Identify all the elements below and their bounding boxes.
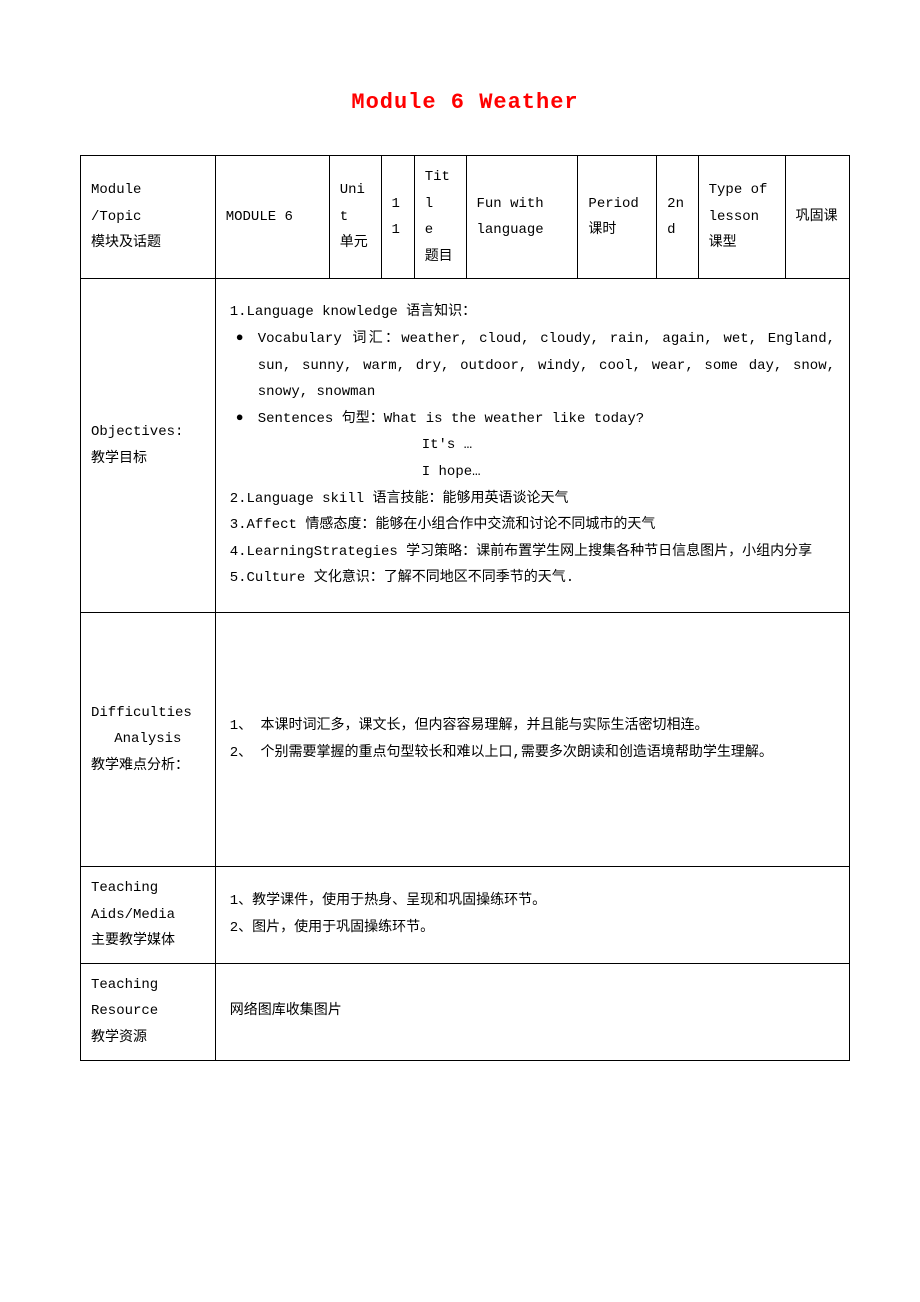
text: 主要教学媒体 xyxy=(91,928,205,955)
text: Teaching xyxy=(91,972,205,999)
text: 教学资源 xyxy=(91,1025,205,1052)
text: Module xyxy=(91,177,205,204)
text: 1.Language knowledge 语言知识： xyxy=(230,299,835,326)
page-title: Module 6 Weather xyxy=(80,90,850,115)
list-item: Vocabulary 词汇：weather, cloud, cloudy, ra… xyxy=(230,326,835,406)
text: e xyxy=(425,217,456,244)
difficulties-content: 1、 本课时词汇多，课文长，但内容容易理解，并且能与实际生活密切相连。 2、 个… xyxy=(215,612,849,866)
list-item: Sentences 句型：What is the weather like to… xyxy=(230,406,835,433)
lesson-plan-table: Module /Topic 模块及话题 MODULE 6 Unit 单元 11 … xyxy=(80,155,850,1061)
text: 3.Affect 情感态度：能够在小组合作中交流和讨论不同城市的天气 xyxy=(230,512,835,539)
media-label: Teaching Aids/Media 主要教学媒体 xyxy=(81,867,216,964)
text: Fun with xyxy=(477,191,568,218)
text: Resource xyxy=(91,998,205,1025)
text: 题目 xyxy=(425,244,456,271)
text: I hope… xyxy=(230,459,835,486)
objectives-content: 1.Language knowledge 语言知识： Vocabulary 词汇… xyxy=(215,279,849,613)
text: 教学难点分析： xyxy=(91,753,205,780)
text: Period xyxy=(588,191,646,218)
module-topic-label: Module /Topic 模块及话题 xyxy=(81,156,216,279)
period-label: Period 课时 xyxy=(578,156,657,279)
text: Aids/Media xyxy=(91,902,205,929)
unit-label: Unit 单元 xyxy=(329,156,381,279)
title-label: Titl e 题目 xyxy=(414,156,466,279)
text: lesson xyxy=(709,204,775,231)
text: language xyxy=(477,217,568,244)
media-row: Teaching Aids/Media 主要教学媒体 1、教学课件，使用于热身、… xyxy=(81,867,850,964)
module-value: MODULE 6 xyxy=(215,156,329,279)
difficulties-label: Difficulties Analysis 教学难点分析： xyxy=(81,612,216,866)
text: Objectives: xyxy=(91,419,205,446)
text: Titl xyxy=(425,164,456,217)
text: 5.Culture 文化意识：了解不同地区不同季节的天气. xyxy=(230,565,835,592)
resource-label: Teaching Resource 教学资源 xyxy=(81,963,216,1060)
text: 课时 xyxy=(588,217,646,244)
text: It's … xyxy=(230,432,835,459)
objectives-row: Objectives: 教学目标 1.Language knowledge 语言… xyxy=(81,279,850,613)
text: 2、 个别需要掌握的重点句型较长和难以上口,需要多次朗读和创造语境帮助学生理解。 xyxy=(230,740,835,767)
resource-content: 网络图库收集图片 xyxy=(215,963,849,1060)
objectives-label: Objectives: 教学目标 xyxy=(81,279,216,613)
text: 课型 xyxy=(709,230,775,257)
text: Unit xyxy=(340,177,371,230)
resource-row: Teaching Resource 教学资源 网络图库收集图片 xyxy=(81,963,850,1060)
text: 单元 xyxy=(340,230,371,257)
media-content: 1、教学课件，使用于热身、呈现和巩固操练环节。 2、图片，使用于巩固操练环节。 xyxy=(215,867,849,964)
title-value: Fun with language xyxy=(466,156,578,279)
period-value: 2nd xyxy=(657,156,698,279)
text: 模块及话题 xyxy=(91,230,205,257)
text: Analysis xyxy=(91,726,205,753)
lesson-type-value: 巩固课 xyxy=(785,156,849,279)
text: 2.Language skill 语言技能：能够用英语谈论天气 xyxy=(230,486,835,513)
unit-value: 11 xyxy=(381,156,414,279)
header-row: Module /Topic 模块及话题 MODULE 6 Unit 单元 11 … xyxy=(81,156,850,279)
text: Type of xyxy=(709,177,775,204)
text: 1、 本课时词汇多，课文长，但内容容易理解，并且能与实际生活密切相连。 xyxy=(230,713,835,740)
text: /Topic xyxy=(91,204,205,231)
difficulties-row: Difficulties Analysis 教学难点分析： 1、 本课时词汇多，… xyxy=(81,612,850,866)
text: 教学目标 xyxy=(91,446,205,473)
lesson-type-label: Type of lesson 课型 xyxy=(698,156,785,279)
text: 1、教学课件，使用于热身、呈现和巩固操练环节。 xyxy=(230,888,835,915)
text: Teaching xyxy=(91,875,205,902)
text: 2、图片，使用于巩固操练环节。 xyxy=(230,915,835,942)
text: 4.LearningStrategies 学习策略：课前布置学生网上搜集各种节日… xyxy=(230,539,835,566)
text: Difficulties xyxy=(91,700,205,727)
